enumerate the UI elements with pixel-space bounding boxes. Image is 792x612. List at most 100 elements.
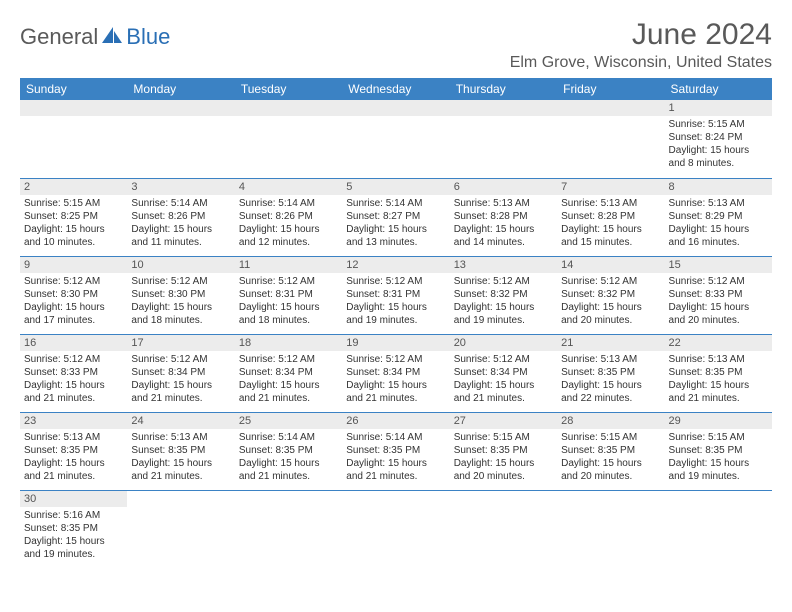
calendar-table: Sunday Monday Tuesday Wednesday Thursday…: [20, 78, 772, 568]
day-number-empty: [235, 100, 342, 116]
day-number: 22: [665, 335, 772, 351]
sunset-text: Sunset: 8:26 PM: [239, 210, 338, 223]
day-number: 26: [342, 413, 449, 429]
daylight-text: Daylight: 15 hours and 18 minutes.: [239, 301, 338, 327]
day-number: 23: [20, 413, 127, 429]
daylight-text: Daylight: 15 hours and 19 minutes.: [454, 301, 553, 327]
day-number: 6: [450, 179, 557, 195]
daylight-text: Daylight: 15 hours and 21 minutes.: [24, 379, 123, 405]
daylight-text: Daylight: 15 hours and 21 minutes.: [239, 457, 338, 483]
day-cell: [665, 490, 772, 568]
sunrise-text: Sunrise: 5:13 AM: [561, 353, 660, 366]
month-title: June 2024: [510, 18, 772, 52]
sunset-text: Sunset: 8:35 PM: [346, 444, 445, 457]
daylight-text: Daylight: 15 hours and 21 minutes.: [131, 379, 230, 405]
day-cell: 18Sunrise: 5:12 AMSunset: 8:34 PMDayligh…: [235, 334, 342, 412]
sunrise-text: Sunrise: 5:12 AM: [561, 275, 660, 288]
sunrise-text: Sunrise: 5:14 AM: [346, 197, 445, 210]
day-cell: 21Sunrise: 5:13 AMSunset: 8:35 PMDayligh…: [557, 334, 664, 412]
daylight-text: Daylight: 15 hours and 14 minutes.: [454, 223, 553, 249]
sunset-text: Sunset: 8:35 PM: [454, 444, 553, 457]
logo-text-general: General: [20, 24, 98, 50]
daylight-text: Daylight: 15 hours and 21 minutes.: [346, 379, 445, 405]
week-row: 9Sunrise: 5:12 AMSunset: 8:30 PMDaylight…: [20, 256, 772, 334]
day-cell: 3Sunrise: 5:14 AMSunset: 8:26 PMDaylight…: [127, 178, 234, 256]
day-cell: 10Sunrise: 5:12 AMSunset: 8:30 PMDayligh…: [127, 256, 234, 334]
day-cell: [235, 100, 342, 178]
day-number: 9: [20, 257, 127, 273]
sunrise-text: Sunrise: 5:12 AM: [454, 275, 553, 288]
daylight-text: Daylight: 15 hours and 8 minutes.: [669, 144, 768, 170]
day-number: 13: [450, 257, 557, 273]
day-number: 16: [20, 335, 127, 351]
sunset-text: Sunset: 8:35 PM: [669, 444, 768, 457]
week-row: 30Sunrise: 5:16 AMSunset: 8:35 PMDayligh…: [20, 490, 772, 568]
day-number: 12: [342, 257, 449, 273]
sunrise-text: Sunrise: 5:15 AM: [669, 118, 768, 131]
daylight-text: Daylight: 15 hours and 19 minutes.: [346, 301, 445, 327]
day-number: 14: [557, 257, 664, 273]
day-number: 29: [665, 413, 772, 429]
day-number: 30: [20, 491, 127, 507]
day-cell: 23Sunrise: 5:13 AMSunset: 8:35 PMDayligh…: [20, 412, 127, 490]
week-row: 16Sunrise: 5:12 AMSunset: 8:33 PMDayligh…: [20, 334, 772, 412]
sunset-text: Sunset: 8:27 PM: [346, 210, 445, 223]
day-number-empty: [342, 100, 449, 116]
day-number: 19: [342, 335, 449, 351]
daylight-text: Daylight: 15 hours and 21 minutes.: [131, 457, 230, 483]
logo-text-blue: Blue: [126, 24, 170, 50]
sunrise-text: Sunrise: 5:13 AM: [669, 197, 768, 210]
day-cell: 12Sunrise: 5:12 AMSunset: 8:31 PMDayligh…: [342, 256, 449, 334]
sunset-text: Sunset: 8:35 PM: [561, 444, 660, 457]
day-cell: 30Sunrise: 5:16 AMSunset: 8:35 PMDayligh…: [20, 490, 127, 568]
sunrise-text: Sunrise: 5:12 AM: [24, 353, 123, 366]
sunrise-text: Sunrise: 5:12 AM: [131, 275, 230, 288]
day-cell: 15Sunrise: 5:12 AMSunset: 8:33 PMDayligh…: [665, 256, 772, 334]
sunrise-text: Sunrise: 5:12 AM: [24, 275, 123, 288]
day-cell: [235, 490, 342, 568]
day-cell: 6Sunrise: 5:13 AMSunset: 8:28 PMDaylight…: [450, 178, 557, 256]
sunrise-text: Sunrise: 5:16 AM: [24, 509, 123, 522]
day-cell: 24Sunrise: 5:13 AMSunset: 8:35 PMDayligh…: [127, 412, 234, 490]
daylight-text: Daylight: 15 hours and 11 minutes.: [131, 223, 230, 249]
day-number: 3: [127, 179, 234, 195]
day-number: 10: [127, 257, 234, 273]
sunrise-text: Sunrise: 5:12 AM: [669, 275, 768, 288]
sunrise-text: Sunrise: 5:12 AM: [239, 353, 338, 366]
sunrise-text: Sunrise: 5:12 AM: [346, 275, 445, 288]
daylight-text: Daylight: 15 hours and 21 minutes.: [454, 379, 553, 405]
day-cell: 14Sunrise: 5:12 AMSunset: 8:32 PMDayligh…: [557, 256, 664, 334]
sunset-text: Sunset: 8:28 PM: [454, 210, 553, 223]
daylight-text: Daylight: 15 hours and 13 minutes.: [346, 223, 445, 249]
sunrise-text: Sunrise: 5:12 AM: [239, 275, 338, 288]
day-cell: 4Sunrise: 5:14 AMSunset: 8:26 PMDaylight…: [235, 178, 342, 256]
daylight-text: Daylight: 15 hours and 20 minutes.: [669, 301, 768, 327]
week-row: 2Sunrise: 5:15 AMSunset: 8:25 PMDaylight…: [20, 178, 772, 256]
day-number: 4: [235, 179, 342, 195]
sunset-text: Sunset: 8:35 PM: [24, 522, 123, 535]
day-number: 18: [235, 335, 342, 351]
day-number: 8: [665, 179, 772, 195]
sunrise-text: Sunrise: 5:12 AM: [131, 353, 230, 366]
daylight-text: Daylight: 15 hours and 20 minutes.: [561, 457, 660, 483]
sunset-text: Sunset: 8:35 PM: [561, 366, 660, 379]
day-cell: 29Sunrise: 5:15 AMSunset: 8:35 PMDayligh…: [665, 412, 772, 490]
day-cell: 17Sunrise: 5:12 AMSunset: 8:34 PMDayligh…: [127, 334, 234, 412]
sunrise-text: Sunrise: 5:12 AM: [454, 353, 553, 366]
daylight-text: Daylight: 15 hours and 21 minutes.: [669, 379, 768, 405]
day-cell: 26Sunrise: 5:14 AMSunset: 8:35 PMDayligh…: [342, 412, 449, 490]
day-number-empty: [557, 100, 664, 116]
sunset-text: Sunset: 8:34 PM: [131, 366, 230, 379]
day-number: 25: [235, 413, 342, 429]
sunset-text: Sunset: 8:31 PM: [239, 288, 338, 301]
sunset-text: Sunset: 8:28 PM: [561, 210, 660, 223]
sunset-text: Sunset: 8:24 PM: [669, 131, 768, 144]
weekday-header: Tuesday: [235, 78, 342, 100]
sunrise-text: Sunrise: 5:15 AM: [454, 431, 553, 444]
day-cell: 16Sunrise: 5:12 AMSunset: 8:33 PMDayligh…: [20, 334, 127, 412]
day-cell: [450, 100, 557, 178]
daylight-text: Daylight: 15 hours and 18 minutes.: [131, 301, 230, 327]
day-number: 7: [557, 179, 664, 195]
daylight-text: Daylight: 15 hours and 19 minutes.: [669, 457, 768, 483]
daylight-text: Daylight: 15 hours and 20 minutes.: [454, 457, 553, 483]
